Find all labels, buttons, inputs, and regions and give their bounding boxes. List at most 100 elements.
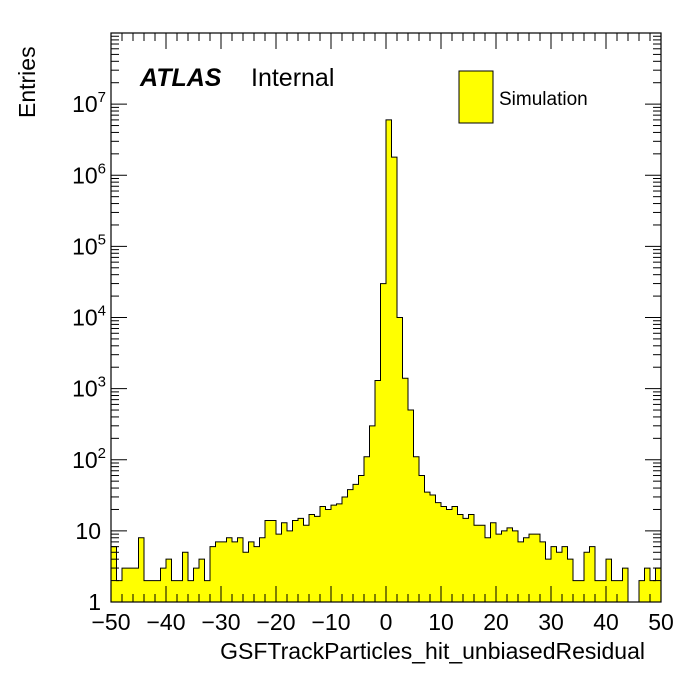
histogram-bin — [138, 537, 144, 602]
histogram-bin — [144, 580, 150, 602]
histogram-bin — [232, 541, 238, 602]
histogram-bin — [320, 506, 326, 602]
histogram-bin — [204, 580, 210, 602]
x-tick-label: 30 — [538, 609, 564, 635]
histogram-bin — [358, 475, 364, 602]
histogram-bin — [413, 456, 419, 602]
y-tick-label: 103 — [72, 374, 106, 402]
histogram-bin — [177, 580, 183, 602]
histogram-bin — [171, 580, 177, 602]
atlas-label: ATLAS — [139, 64, 222, 92]
histogram-bin — [397, 317, 403, 602]
histogram-bin — [325, 509, 331, 602]
histogram-bin — [342, 496, 348, 602]
histogram-bin — [336, 503, 342, 602]
histogram-bin — [182, 552, 188, 602]
histogram-bin — [419, 475, 425, 602]
legend-label-simulation: Simulation — [499, 89, 588, 110]
histogram-bin — [430, 494, 436, 602]
histogram-bin — [589, 546, 595, 602]
x-tick-label: 10 — [428, 609, 454, 635]
y-tick-labels: 1 10 102 103 104 105 106 107 — [72, 89, 106, 615]
y-tick-label: 1 — [88, 589, 101, 615]
x-tick-label: 50 — [648, 609, 674, 635]
histogram-bin — [639, 580, 645, 602]
x-tick-label: −10 — [311, 609, 350, 635]
histogram-bin — [501, 530, 507, 602]
histogram-bin — [133, 568, 139, 602]
histogram-bin — [408, 410, 414, 602]
histogram-bin — [402, 378, 408, 602]
histogram-bin — [364, 456, 370, 602]
histogram-bin — [347, 489, 353, 602]
histogram-bin — [540, 541, 546, 602]
histogram-bin — [512, 530, 518, 602]
histogram-bin — [287, 530, 293, 602]
x-tick-label: −30 — [201, 609, 240, 635]
histogram-bin — [254, 546, 260, 602]
histogram-bin — [556, 552, 562, 602]
histogram-bin — [127, 568, 133, 602]
histogram-bin — [199, 559, 205, 602]
histogram-bin — [446, 509, 452, 602]
histogram-bin — [149, 580, 155, 602]
histogram-bin — [221, 541, 227, 602]
histogram-bin — [122, 568, 128, 602]
histogram-bin — [237, 537, 243, 602]
internal-label: Internal — [251, 64, 334, 92]
x-tick-label: 0 — [380, 609, 393, 635]
histogram-bin — [155, 580, 161, 602]
y-tick-label: 102 — [72, 445, 106, 473]
x-tick-label: −20 — [256, 609, 295, 635]
y-axis-title: Entries — [14, 46, 40, 118]
histogram-bin — [111, 546, 117, 602]
x-tick-label: 20 — [483, 609, 509, 635]
histogram-bin — [166, 559, 172, 602]
histogram-bin — [435, 502, 441, 602]
histogram-bin — [650, 580, 656, 602]
y-tick-label: 105 — [72, 231, 106, 259]
histogram-bin — [215, 541, 221, 602]
histogram-bin — [457, 514, 463, 602]
x-tick-label: −50 — [91, 609, 130, 635]
y-tick-label: 106 — [72, 160, 106, 188]
histogram-bin — [551, 546, 557, 602]
histogram-bin — [375, 380, 381, 602]
histogram-bin — [567, 559, 573, 602]
histogram-bin — [243, 552, 249, 602]
histogram-bin — [490, 522, 496, 602]
histogram-bin — [644, 568, 650, 602]
histogram-bin — [507, 527, 513, 602]
histogram-bin — [562, 546, 568, 602]
histogram-bin — [529, 534, 535, 602]
histogram-bin — [380, 283, 386, 602]
x-tick-labels: −50 −40 −30 −20 −10 0 10 20 30 40 50 — [91, 609, 673, 635]
histogram-bin — [496, 534, 502, 602]
histogram-bin — [391, 157, 397, 602]
histogram-bin — [595, 580, 601, 602]
histogram-bin — [606, 559, 612, 602]
histogram-bin — [210, 546, 216, 602]
histogram-bin — [518, 541, 524, 602]
histogram-bin — [116, 580, 122, 602]
histogram-bin — [523, 537, 529, 602]
histogram-bin — [474, 525, 480, 602]
x-tick-label: 40 — [593, 609, 619, 635]
histogram-bin — [600, 580, 606, 602]
histogram-bars — [110, 119, 662, 603]
histogram-bin — [573, 580, 579, 602]
histogram-bin — [545, 559, 551, 602]
histogram-bin — [441, 506, 447, 602]
histogram-bin — [248, 541, 254, 602]
histogram-bin — [193, 568, 199, 602]
y-tick-label: 104 — [72, 303, 106, 331]
histogram-bin — [655, 568, 661, 602]
histogram-bin — [281, 522, 287, 602]
histogram-bin — [353, 484, 359, 602]
histogram-bin — [485, 537, 491, 602]
histogram-bin — [265, 520, 271, 602]
histogram-bin — [314, 516, 320, 602]
histogram-bin — [463, 518, 469, 602]
